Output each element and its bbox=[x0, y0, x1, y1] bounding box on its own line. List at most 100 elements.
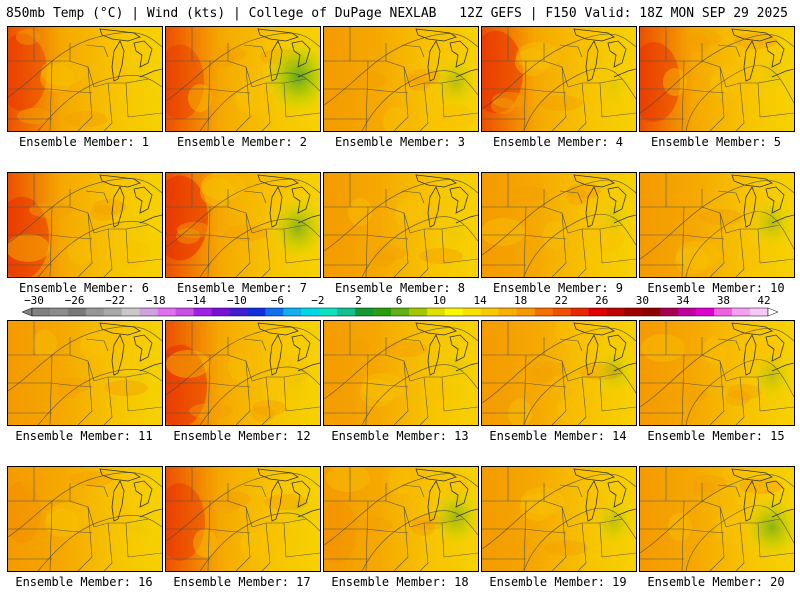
colorbar-tick-label: −30 bbox=[24, 294, 44, 307]
member-label: Ensemble Member: 1 bbox=[18, 135, 150, 149]
colorbar-tick-label: 2 bbox=[355, 294, 362, 307]
colorbar-swatch bbox=[49, 308, 69, 316]
member-label: Ensemble Member: 10 bbox=[647, 281, 785, 295]
warm-anomaly bbox=[482, 30, 523, 114]
colorbar-swatch bbox=[732, 308, 751, 316]
wind-contours bbox=[324, 473, 478, 571]
state-borders bbox=[482, 173, 636, 277]
wind-contours bbox=[166, 32, 320, 131]
state-borders bbox=[166, 173, 320, 277]
member-label: Ensemble Member: 15 bbox=[647, 429, 785, 443]
ensemble-map-16 bbox=[7, 466, 163, 572]
state-borders bbox=[8, 27, 162, 131]
ensemble-map-14 bbox=[481, 320, 637, 426]
cool-anomaly bbox=[597, 66, 631, 108]
colorbar-swatch bbox=[570, 308, 589, 316]
member-label: Ensemble Member: 2 bbox=[176, 135, 308, 149]
great-lakes-outline bbox=[99, 174, 162, 228]
colorbar-tick-label: 42 bbox=[757, 294, 771, 307]
wind-contours bbox=[482, 473, 636, 571]
wind-contours bbox=[640, 180, 794, 277]
wind-contours bbox=[166, 178, 320, 277]
colorbar-tick-label: −22 bbox=[105, 294, 126, 307]
ensemble-map-19 bbox=[481, 466, 637, 572]
member-label: Ensemble Member: 20 bbox=[647, 575, 785, 589]
cool-anomaly bbox=[750, 350, 794, 402]
warm-anomaly bbox=[640, 42, 680, 122]
wind-contours bbox=[166, 326, 320, 425]
great-lakes-outline bbox=[573, 468, 636, 522]
great-lakes-outline bbox=[415, 468, 478, 522]
colorbar-swatch bbox=[247, 308, 266, 316]
warm-anomaly bbox=[8, 196, 49, 277]
colorbar-swatch bbox=[426, 308, 446, 316]
colorbar-swatch bbox=[67, 308, 87, 316]
colorbar-tick-label: −10 bbox=[226, 294, 247, 307]
colorbar-tick-label: 6 bbox=[395, 294, 403, 307]
member-label: Ensemble Member: 8 bbox=[334, 281, 466, 295]
great-lakes-outline bbox=[257, 468, 320, 522]
ensemble-map-17 bbox=[165, 466, 321, 572]
ensemble-map-12 bbox=[165, 320, 321, 426]
member-label: Ensemble Member: 7 bbox=[176, 281, 308, 295]
colorbar-swatch bbox=[265, 308, 284, 316]
wind-contours bbox=[8, 32, 162, 131]
state-borders bbox=[640, 173, 794, 277]
wind-contours bbox=[640, 328, 794, 425]
colorbar-swatch bbox=[175, 308, 194, 316]
wind-contours bbox=[640, 34, 794, 131]
cool-anomaly bbox=[261, 36, 320, 118]
colorbar-swatch bbox=[283, 308, 302, 316]
chart-title: 850mb Temp (°C) | Wind (kts) | College o… bbox=[6, 6, 437, 21]
colorbar-swatch bbox=[373, 308, 392, 316]
member-label: Ensemble Member: 4 bbox=[492, 135, 624, 149]
cool-anomaly bbox=[124, 356, 156, 396]
colorbar-swatch bbox=[301, 308, 320, 316]
warm-anomaly bbox=[166, 344, 207, 425]
state-borders bbox=[640, 27, 794, 131]
state-borders bbox=[166, 321, 320, 425]
state-borders bbox=[482, 27, 636, 131]
wind-contours bbox=[324, 327, 478, 425]
colorbar-tick-label: −2 bbox=[311, 294, 325, 307]
ensemble-map-6 bbox=[7, 172, 163, 278]
member-label: Ensemble Member: 14 bbox=[489, 429, 627, 443]
warm-anomaly bbox=[8, 480, 41, 544]
state-borders bbox=[640, 321, 794, 425]
colorbar-min-arrow bbox=[21, 307, 33, 317]
model-valid-time: 12Z GEFS | F150 Valid: 18Z MON SEP 29 20… bbox=[459, 6, 788, 21]
great-lakes-outline bbox=[257, 28, 320, 82]
state-borders bbox=[324, 27, 478, 131]
colorbar-tick-label: −6 bbox=[270, 294, 284, 307]
colorbar-tick-label: −26 bbox=[64, 294, 85, 307]
ensemble-map-5 bbox=[639, 26, 795, 132]
colorbar-max-arrow bbox=[767, 307, 779, 317]
colorbar-tick-label: 14 bbox=[473, 294, 487, 307]
cool-anomaly bbox=[742, 493, 794, 561]
member-label: Ensemble Member: 3 bbox=[334, 135, 466, 149]
colorbar-swatch bbox=[319, 308, 338, 316]
colorbar-swatch bbox=[714, 308, 733, 316]
colorbar-swatch bbox=[660, 308, 679, 316]
wind-contours bbox=[324, 33, 478, 131]
cool-anomaly bbox=[124, 507, 156, 547]
ensemble-map-20 bbox=[639, 466, 795, 572]
member-label: Ensemble Member: 18 bbox=[331, 575, 469, 589]
colorbar-swatch bbox=[498, 308, 517, 316]
colorbar-tick-label: 34 bbox=[676, 294, 690, 307]
colorbar-tick-label: −14 bbox=[186, 294, 207, 307]
warm-anomaly bbox=[8, 33, 47, 111]
state-borders bbox=[324, 321, 478, 425]
temperature-colorbar: −30 −26 −22 −18 −14 −10 −6 −2 2 6 10 14 18 22 26 30 34 38… bbox=[0, 294, 800, 320]
cool-anomaly bbox=[429, 486, 478, 548]
colorbar-swatch bbox=[211, 308, 230, 316]
great-lakes-outline bbox=[415, 322, 478, 376]
great-lakes-outline bbox=[415, 28, 478, 82]
colorbar-swatch bbox=[624, 308, 643, 316]
colorbar-tick-label: −18 bbox=[145, 294, 166, 307]
state-borders bbox=[8, 173, 162, 277]
member-label: Ensemble Member: 12 bbox=[173, 429, 311, 443]
colorbar-tick-label: 18 bbox=[514, 294, 528, 307]
wind-contours bbox=[8, 326, 162, 425]
warm-anomaly bbox=[166, 44, 204, 120]
